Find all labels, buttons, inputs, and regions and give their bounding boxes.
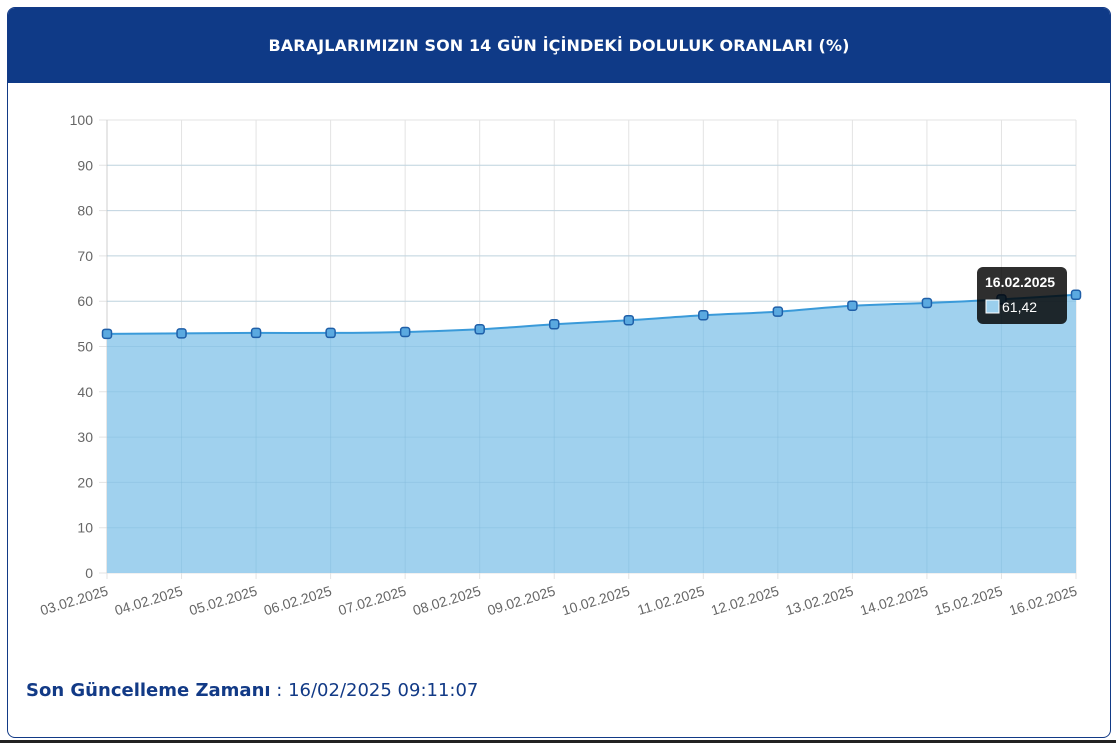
data-point[interactable] <box>548 319 560 330</box>
data-point[interactable] <box>847 300 858 311</box>
y-tick-label: 60 <box>77 293 93 309</box>
x-tick-label: 06.02.2025 <box>262 583 334 619</box>
y-tick-label: 40 <box>77 384 93 400</box>
last-update: Son Güncelleme Zamanı : 16/02/2025 09:11… <box>26 680 478 701</box>
y-tick-label: 70 <box>77 248 93 264</box>
x-tick-label: 10.02.2025 <box>560 583 632 619</box>
card-title: BARAJLARIMIZIN SON 14 GÜN İÇİNDEKİ DOLUL… <box>268 36 850 55</box>
y-tick-label: 10 <box>77 520 93 536</box>
x-tick-label: 12.02.2025 <box>709 583 781 619</box>
x-tick-label: 11.02.2025 <box>635 583 706 619</box>
data-point[interactable] <box>474 324 485 335</box>
tooltip: 16.02.2025 61,42 <box>977 267 1067 324</box>
x-tick-label: 04.02.2025 <box>113 583 185 619</box>
data-point[interactable] <box>921 297 933 309</box>
data-point[interactable] <box>623 314 635 326</box>
y-tick-label: 80 <box>77 203 93 219</box>
x-tick-label: 03.02.2025 <box>38 583 110 619</box>
data-point[interactable] <box>772 306 784 317</box>
x-tick-label: 05.02.2025 <box>187 583 259 619</box>
x-tick-label: 15.02.2025 <box>933 583 1005 619</box>
x-tick-label: 16.02.2025 <box>1007 583 1079 619</box>
area-chart[interactable]: 0 10 20 30 40 50 60 70 80 90 100 03.02.2025 04.02.20… <box>0 0 1116 660</box>
tooltip-value: 61,42 <box>1002 299 1037 315</box>
last-update-label: Son Güncelleme Zamanı <box>26 680 271 701</box>
y-tick-label: 100 <box>70 112 94 128</box>
y-tick-label: 20 <box>77 474 93 490</box>
x-tick-label: 09.02.2025 <box>485 583 557 619</box>
data-point[interactable] <box>325 327 336 339</box>
data-point[interactable] <box>250 327 262 339</box>
y-tick-label: 50 <box>77 339 93 355</box>
x-tick-label: 13.02.2025 <box>784 583 856 619</box>
y-tick-label: 90 <box>77 157 93 173</box>
x-tick-label: 14.02.2025 <box>858 583 930 619</box>
series-line <box>106 293 1077 335</box>
x-tick-label: 07.02.2025 <box>336 583 408 619</box>
data-point[interactable] <box>698 309 709 321</box>
data-point[interactable] <box>1070 289 1082 301</box>
area-fill <box>107 294 1076 573</box>
tooltip-title: 16.02.2025 <box>985 274 1055 290</box>
card-header: BARAJLARIMIZIN SON 14 GÜN İÇİNDEKİ DOLUL… <box>8 8 1110 83</box>
x-tick-label: 08.02.2025 <box>411 583 483 619</box>
data-point[interactable] <box>399 326 411 338</box>
bottom-divider <box>0 740 1116 743</box>
tooltip-swatch <box>985 299 1000 314</box>
y-tick-label: 30 <box>77 429 93 445</box>
last-update-separator: : <box>270 680 289 701</box>
data-point[interactable] <box>101 328 113 340</box>
last-update-value: 16/02/2025 09:11:07 <box>288 680 479 701</box>
data-point[interactable] <box>176 328 187 339</box>
y-tick-label: 0 <box>85 565 93 581</box>
